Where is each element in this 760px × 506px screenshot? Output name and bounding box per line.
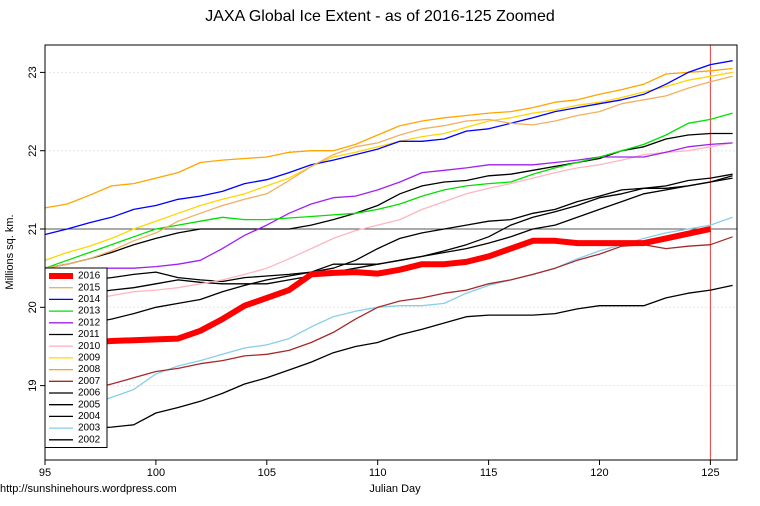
legend-label: 2002 [78, 434, 101, 445]
legend-label: 2013 [78, 306, 101, 317]
legend-label: 2015 [78, 282, 101, 293]
series-line [45, 284, 733, 430]
legend-label: 2014 [78, 294, 101, 305]
x-tick-label: 100 [147, 467, 165, 479]
series-line [44, 175, 733, 305]
series-line [44, 71, 733, 261]
x-tick-label: 110 [369, 467, 387, 479]
plot-frame [44, 44, 738, 461]
y-tick-label: 23 [27, 66, 39, 78]
legend: 2016201520142013201220112010200920082007… [44, 267, 108, 448]
series-line [44, 132, 733, 269]
y-tick-label: 20 [27, 301, 39, 313]
series-line [44, 236, 733, 402]
legend-label: 2003 [78, 423, 101, 434]
series-line [44, 226, 712, 353]
legend-label: 2004 [78, 411, 101, 422]
y-tick-label: 21 [27, 223, 39, 235]
legend-label: 2006 [78, 388, 101, 399]
series-line [44, 142, 733, 310]
series-line [44, 112, 733, 269]
legend-label: 2005 [78, 399, 101, 410]
y-tick-label: 19 [27, 379, 39, 391]
x-tick-label: 120 [590, 467, 608, 479]
series-line [45, 142, 733, 269]
legend-label: 2008 [78, 364, 101, 375]
x-tick-label: 105 [258, 467, 276, 479]
x-tick-label: 125 [701, 467, 719, 479]
series-line [44, 60, 733, 236]
legend-label: 2010 [78, 341, 101, 352]
legend-label: 2009 [78, 353, 101, 364]
series-line [44, 173, 733, 285]
series-line [44, 75, 733, 269]
legend-label: 2016 [78, 271, 101, 282]
legend-label: 2012 [78, 317, 101, 328]
legend-label: 2011 [78, 329, 100, 340]
x-axis-label: Julian Day [369, 483, 421, 495]
legend-label: 2007 [78, 376, 101, 387]
chart-title: JAXA Global Ice Extent - as of 2016-125 … [205, 8, 555, 25]
x-tick-label: 95 [39, 467, 51, 479]
footer: http://sunshinehours.wordpress.com [0, 483, 177, 495]
y-axis-label: Millions sq. km. [4, 214, 16, 289]
series-line [44, 177, 733, 336]
series-line [44, 67, 733, 209]
y-tick-label: 22 [27, 145, 39, 157]
x-tick-label: 115 [480, 467, 498, 479]
series-line [44, 216, 733, 432]
